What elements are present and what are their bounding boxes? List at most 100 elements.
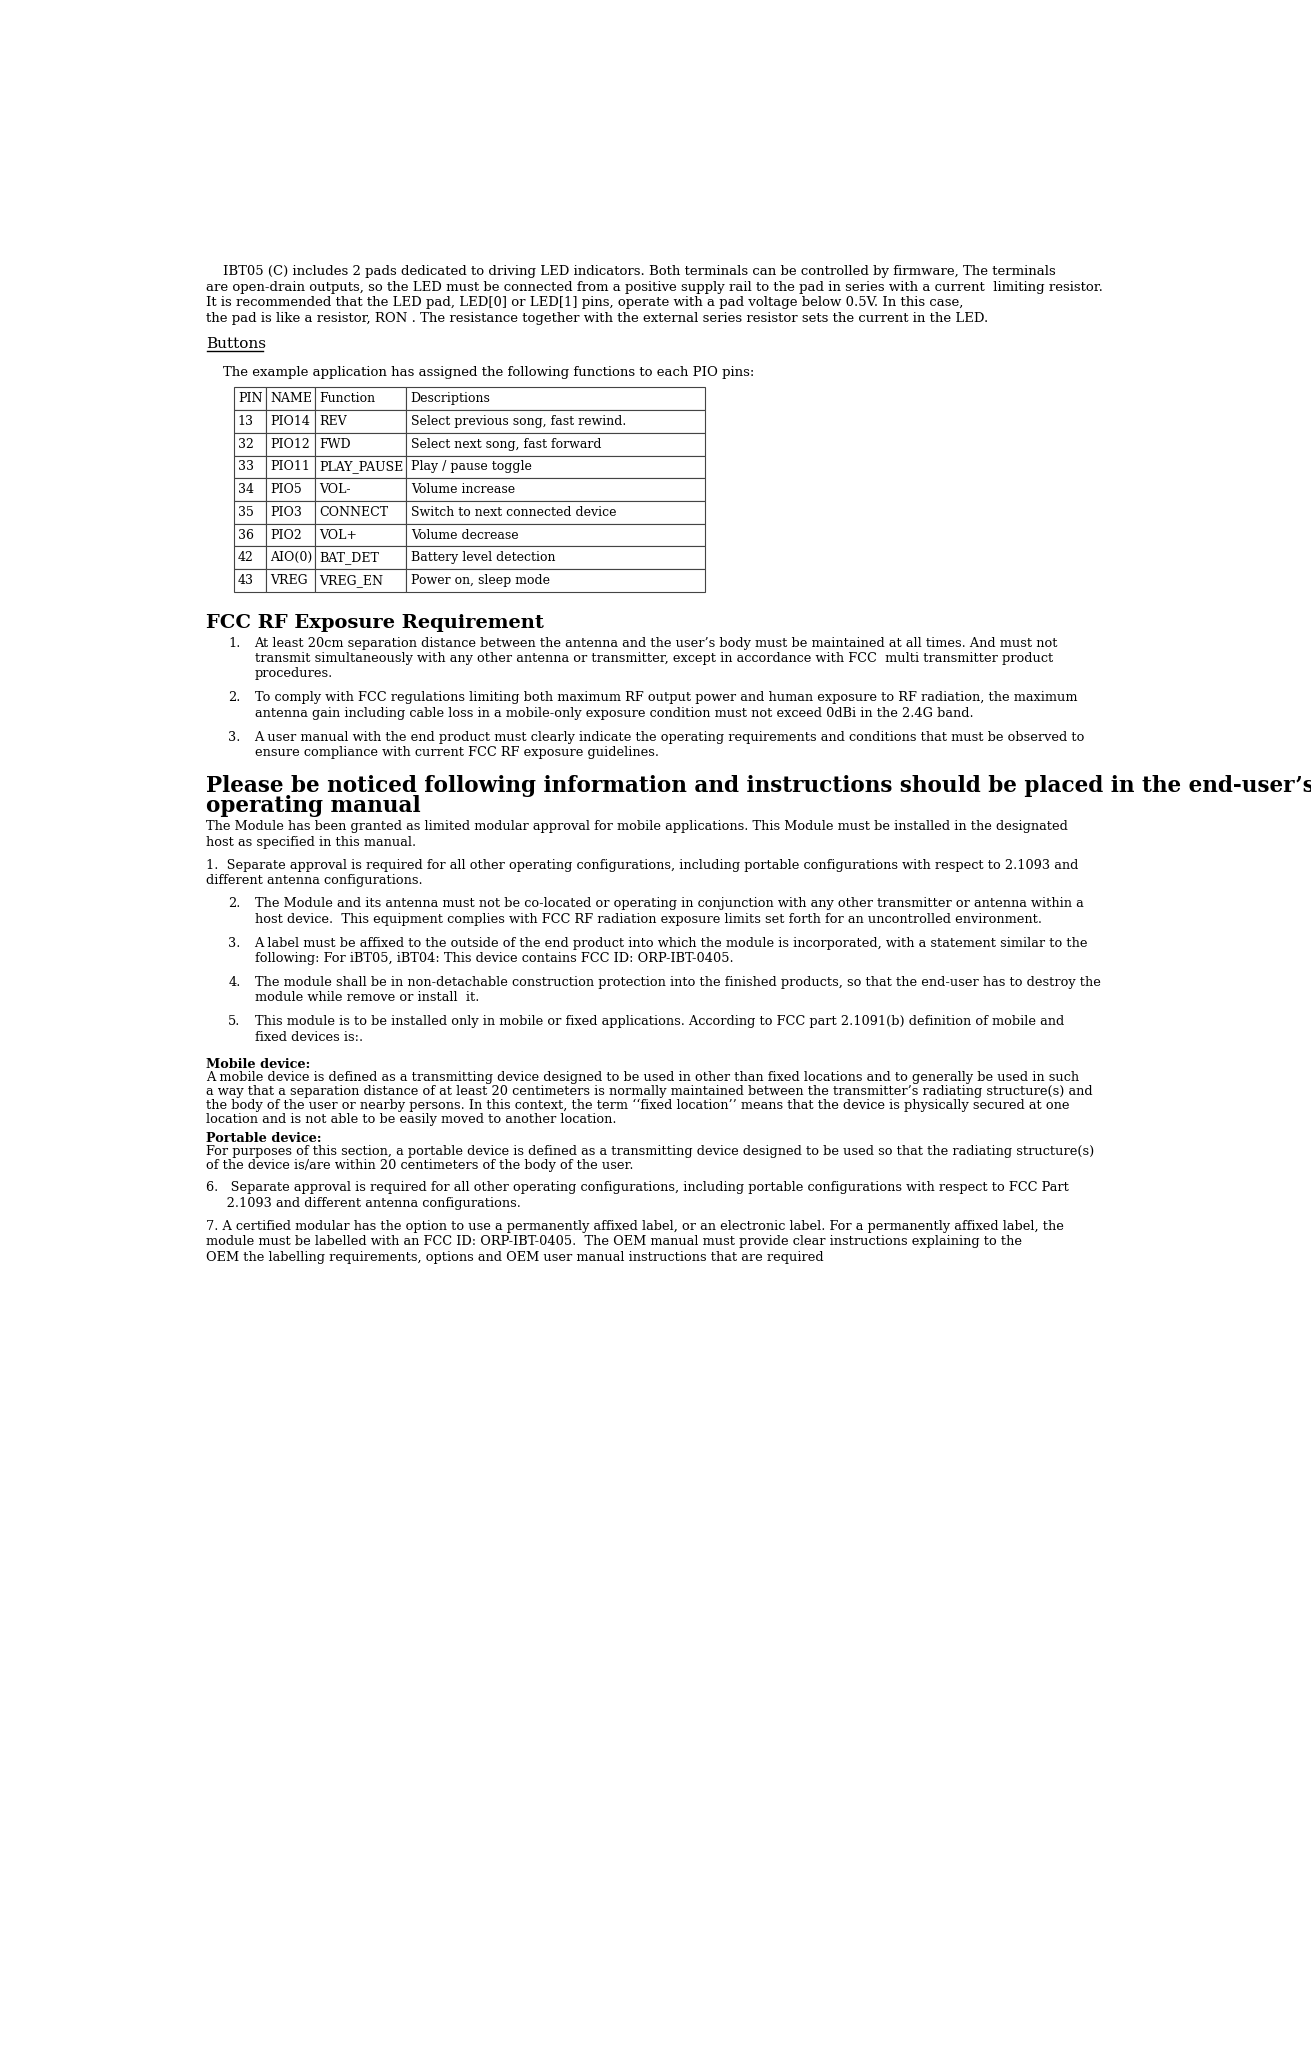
Bar [315,409,406,434]
Text: different antenna configurations.: different antenna configurations. [207,874,423,888]
Text: 1.  Separate approval is required for all other operating configurations, includ: 1. Separate approval is required for all… [207,859,1079,872]
Text: CONNECT: CONNECT [320,505,388,520]
Bar [233,569,266,591]
Bar [233,546,266,569]
Bar [406,387,705,409]
Text: module while remove or install  it.: module while remove or install it. [254,992,479,1005]
Text: the pad is like a resistor, RON . The resistance together with the external seri: the pad is like a resistor, RON . The re… [207,311,988,325]
Text: This module is to be installed only in mobile or fixed applications. According t: This module is to be installed only in m… [254,1015,1063,1029]
Bar [233,479,266,501]
Text: module must be labelled with an FCC ID: ORP-IBT-0405.  The OEM manual must provi: module must be labelled with an FCC ID: … [207,1236,1023,1248]
Text: ensure compliance with current FCC RF exposure guidelines.: ensure compliance with current FCC RF ex… [254,747,658,759]
Bar [266,456,315,479]
Text: 33: 33 [237,460,254,473]
Bar [315,501,406,524]
Text: PIO2: PIO2 [270,528,303,542]
Text: For purposes of this section, a portable device is defined as a transmitting dev: For purposes of this section, a portable… [207,1146,1095,1158]
Text: 7. A certified modular has the option to use a permanently affixed label, or an : 7. A certified modular has the option to… [207,1219,1065,1232]
Text: PIN: PIN [237,393,262,405]
Text: host device.  This equipment complies with FCC RF radiation exposure limits set : host device. This equipment complies wit… [254,913,1041,925]
Text: Power on, sleep mode: Power on, sleep mode [410,575,549,587]
Text: VREG: VREG [270,575,308,587]
Text: PIO5: PIO5 [270,483,303,495]
Bar [266,524,315,546]
Bar [315,546,406,569]
Bar [266,546,315,569]
Text: Portable device:: Portable device: [207,1131,323,1146]
Text: 35: 35 [237,505,254,520]
Text: a way that a separation distance of at least 20 centimeters is normally maintain: a way that a separation distance of at l… [207,1084,1093,1097]
Text: location and is not able to be easily moved to another location.: location and is not able to be easily mo… [207,1113,617,1125]
Text: the body of the user or nearby persons. In this context, the term ‘‘fixed locati: the body of the user or nearby persons. … [207,1099,1070,1113]
Text: 4.: 4. [228,976,241,988]
Bar [406,501,705,524]
Text: Volume increase: Volume increase [410,483,515,495]
Text: PIO14: PIO14 [270,415,311,428]
Bar [266,569,315,591]
Text: antenna gain including cable loss in a mobile-only exposure condition must not e: antenna gain including cable loss in a m… [254,706,973,720]
Bar [233,387,266,409]
Text: The Module has been granted as limited modular approval for mobile applications.: The Module has been granted as limited m… [207,820,1068,833]
Text: Switch to next connected device: Switch to next connected device [410,505,616,520]
Text: The example application has assigned the following functions to each PIO pins:: The example application has assigned the… [207,366,755,379]
Text: 3.: 3. [228,730,241,743]
Bar [406,479,705,501]
Bar [315,387,406,409]
Text: PIO12: PIO12 [270,438,311,450]
Bar [266,409,315,434]
Text: of the device is/are within 20 centimeters of the body of the user.: of the device is/are within 20 centimete… [207,1158,635,1172]
Bar [266,434,315,456]
Text: To comply with FCC regulations limiting both maximum RF output power and human e: To comply with FCC regulations limiting … [254,692,1078,704]
Text: Buttons: Buttons [207,338,266,352]
Bar [233,409,266,434]
Text: VOL-: VOL- [320,483,351,495]
Text: Volume decrease: Volume decrease [410,528,518,542]
Text: 2.1093 and different antenna configurations.: 2.1093 and different antenna configurati… [207,1197,522,1209]
Text: REV: REV [320,415,347,428]
Bar [266,479,315,501]
Bar [233,434,266,456]
Text: OEM the labelling requirements, options and OEM user manual instructions that ar: OEM the labelling requirements, options … [207,1250,825,1264]
Text: AIO(0): AIO(0) [270,550,313,565]
Text: Battery level detection: Battery level detection [410,550,556,565]
Text: The Module and its antenna must not be co-located or operating in conjunction wi: The Module and its antenna must not be c… [254,898,1083,910]
Text: Select next song, fast forward: Select next song, fast forward [410,438,602,450]
Text: 32: 32 [237,438,254,450]
Text: 43: 43 [237,575,254,587]
Text: transmit simultaneously with any other antenna or transmitter, except in accorda: transmit simultaneously with any other a… [254,653,1053,665]
Text: A user manual with the end product must clearly indicate the operating requireme: A user manual with the end product must … [254,730,1086,743]
Text: 36: 36 [237,528,254,542]
Text: 34: 34 [237,483,254,495]
Text: 13: 13 [237,415,254,428]
Text: Please be noticed following information and instructions should be placed in the: Please be noticed following information … [207,775,1311,796]
Text: Mobile device:: Mobile device: [207,1058,311,1070]
Text: host as specified in this manual.: host as specified in this manual. [207,835,417,849]
Text: PLAY_PAUSE: PLAY_PAUSE [320,460,404,473]
Text: NAME: NAME [270,393,312,405]
Bar [266,501,315,524]
Text: Descriptions: Descriptions [410,393,490,405]
Text: procedures.: procedures. [254,667,333,681]
Text: 3.: 3. [228,937,241,949]
Bar [406,456,705,479]
Text: A label must be affixed to the outside of the end product into which the module : A label must be affixed to the outside o… [254,937,1088,949]
Text: Play / pause toggle: Play / pause toggle [410,460,531,473]
Text: FWD: FWD [320,438,351,450]
Text: 5.: 5. [228,1015,241,1029]
Bar [406,546,705,569]
Bar [233,456,266,479]
Text: At least 20cm separation distance between the antenna and the user’s body must b: At least 20cm separation distance betwee… [254,636,1058,651]
Bar [315,479,406,501]
Bar [406,409,705,434]
Text: PIO11: PIO11 [270,460,311,473]
Text: 6.   Separate approval is required for all other operating configurations, inclu: 6. Separate approval is required for all… [207,1181,1070,1195]
Text: It is recommended that the LED pad, LED[0] or LED[1] pins, operate with a pad vo: It is recommended that the LED pad, LED[… [207,297,964,309]
Bar [315,456,406,479]
Text: Function: Function [320,393,375,405]
Bar [233,524,266,546]
Text: A mobile device is defined as a transmitting device designed to be used in other: A mobile device is defined as a transmit… [207,1070,1080,1084]
Text: PIO3: PIO3 [270,505,303,520]
Bar [406,434,705,456]
Bar [406,524,705,546]
Bar [406,569,705,591]
